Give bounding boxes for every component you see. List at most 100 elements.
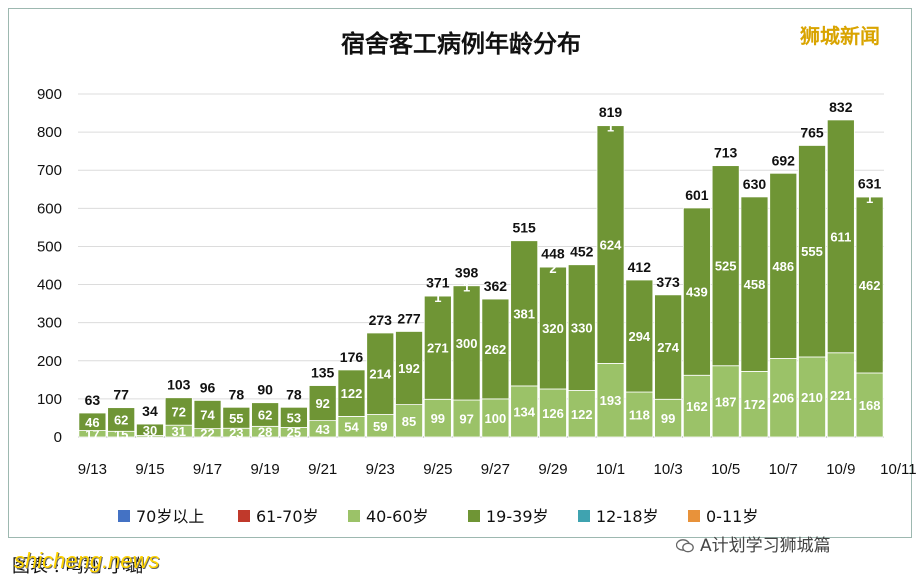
data-label: 193 xyxy=(600,393,622,408)
data-label: 486 xyxy=(772,259,794,274)
data-label: 294 xyxy=(628,329,650,344)
data-label: 2 xyxy=(549,261,556,276)
data-label: 187 xyxy=(715,394,737,409)
data-label: 206 xyxy=(772,391,794,406)
data-label: 43 xyxy=(315,422,329,437)
data-label: 274 xyxy=(657,340,679,355)
total-label: 176 xyxy=(340,349,364,365)
bar-segment xyxy=(539,388,567,438)
total-label: 373 xyxy=(656,274,680,290)
y-tick-label: 400 xyxy=(37,277,62,294)
data-label: 458 xyxy=(744,277,766,292)
x-tick-label: 10/9 xyxy=(826,461,855,478)
total-label: 277 xyxy=(397,310,421,326)
x-tick-label: 9/19 xyxy=(251,461,280,478)
data-label: 192 xyxy=(398,361,420,376)
data-label: 1 xyxy=(434,290,441,305)
total-label: 78 xyxy=(229,386,245,402)
bar-segment xyxy=(107,407,136,432)
total-label: 78 xyxy=(286,386,302,402)
data-label: 555 xyxy=(801,244,823,259)
bar-segment xyxy=(740,196,769,372)
bar-segment xyxy=(395,331,423,406)
total-label: 103 xyxy=(167,377,191,393)
data-label: 210 xyxy=(801,390,823,405)
x-tick-label: 9/25 xyxy=(423,461,452,478)
bar-segment xyxy=(682,207,711,376)
y-tick-label: 500 xyxy=(37,238,62,255)
bar-segment xyxy=(164,397,193,426)
x-tick-label: 10/3 xyxy=(654,461,683,478)
legend-label: 19-39岁 xyxy=(486,507,549,526)
x-tick-label: 9/13 xyxy=(78,461,107,478)
data-label: 85 xyxy=(402,414,416,429)
legend-label: 61-70岁 xyxy=(256,507,319,526)
total-label: 630 xyxy=(743,176,767,192)
data-label: 31 xyxy=(172,424,186,439)
total-label: 135 xyxy=(311,365,335,381)
total-label: 90 xyxy=(257,382,273,398)
account-name: A计划学习狮城篇 xyxy=(700,536,831,556)
bar-segment xyxy=(654,398,683,438)
bar-segment xyxy=(826,352,855,438)
data-label: 62 xyxy=(114,412,128,427)
y-tick-label: 0 xyxy=(54,429,62,446)
data-label: 74 xyxy=(200,408,215,423)
total-label: 713 xyxy=(714,144,738,160)
legend-swatch xyxy=(348,510,360,522)
bar-segment xyxy=(798,356,826,438)
bar-segment xyxy=(654,294,683,400)
data-label: 1 xyxy=(866,191,873,206)
x-tick-label: 9/29 xyxy=(538,461,567,478)
data-label: 525 xyxy=(715,259,737,274)
account-label: A计划学习狮城篇 xyxy=(675,531,831,556)
watermark: 狮城新闻 xyxy=(800,24,880,48)
total-label: 362 xyxy=(484,278,508,294)
data-label: 54 xyxy=(344,420,359,435)
data-label: 30 xyxy=(143,423,157,438)
bar-segment xyxy=(769,172,798,359)
data-label: 118 xyxy=(629,408,650,423)
total-label: 448 xyxy=(541,245,565,261)
data-label: 1 xyxy=(607,120,614,135)
bar-segment xyxy=(711,365,740,438)
total-label: 452 xyxy=(570,244,594,260)
data-label: 53 xyxy=(287,410,301,425)
total-label: 96 xyxy=(200,379,216,395)
total-label: 631 xyxy=(858,176,882,192)
data-label: 134 xyxy=(513,404,535,419)
data-label: 122 xyxy=(571,407,593,422)
data-label: 162 xyxy=(686,399,708,414)
x-tick-label: 9/15 xyxy=(135,461,164,478)
bar-segment xyxy=(539,265,567,268)
data-label: 330 xyxy=(571,321,593,336)
y-tick-label: 900 xyxy=(37,86,62,103)
data-label: 99 xyxy=(431,411,445,426)
bar-segment xyxy=(567,264,596,391)
x-tick-label: 9/17 xyxy=(193,461,222,478)
data-label: 62 xyxy=(258,408,272,423)
total-label: 819 xyxy=(599,104,623,120)
data-label: 55 xyxy=(229,411,243,426)
data-label: 22 xyxy=(200,426,214,441)
x-tick-label: 9/27 xyxy=(481,461,510,478)
legend-label: 12-18岁 xyxy=(596,507,659,526)
total-label: 832 xyxy=(829,99,853,115)
bar-segment xyxy=(481,398,510,438)
data-label: 320 xyxy=(542,321,564,336)
bar-segment xyxy=(222,406,251,429)
data-label: 97 xyxy=(459,412,473,427)
total-label: 398 xyxy=(455,264,479,280)
legend-swatch xyxy=(468,510,480,522)
total-label: 765 xyxy=(800,124,824,140)
chart-title: 宿舍客工病例年龄分布 xyxy=(341,30,581,58)
site-watermark: shicheng.news xyxy=(14,548,160,573)
data-label: 172 xyxy=(744,397,766,412)
y-axis: 0 100 200 300 400 500 600 700 800 900 xyxy=(37,86,62,446)
y-tick-label: 300 xyxy=(37,315,62,332)
total-label: 77 xyxy=(113,387,129,403)
data-label: 300 xyxy=(456,336,478,351)
legend-swatch xyxy=(688,510,700,522)
bar-segment xyxy=(136,423,164,436)
bar-segment xyxy=(769,358,798,438)
